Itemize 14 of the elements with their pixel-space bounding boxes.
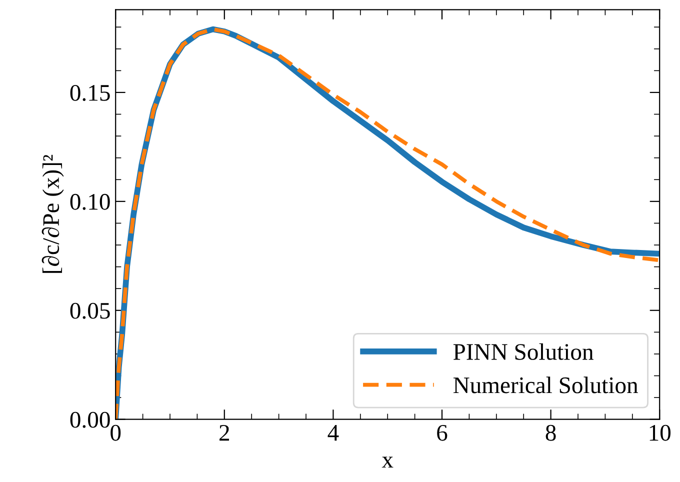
x-tick-label: 4 xyxy=(328,425,339,441)
y-axis-title: [∂c/∂Pe (x)]² xyxy=(42,154,64,273)
legend-label: Numerical Solution xyxy=(453,376,638,394)
x-tick-label: 2 xyxy=(220,424,229,441)
x-tick-label: 10 xyxy=(650,424,671,441)
y-tick-label: 0.00 xyxy=(70,412,110,428)
x-tick-label: 0 xyxy=(110,424,121,441)
x-tick-label: 6 xyxy=(437,424,448,441)
y-tick-label: 0.05 xyxy=(70,302,110,319)
x-axis-title: x xyxy=(382,456,394,468)
y-tick-label: 0.15 xyxy=(70,84,110,101)
legend-label: PINN Solution xyxy=(453,343,594,360)
y-tick-label: 0.10 xyxy=(70,194,110,210)
x-tick-label: 8 xyxy=(546,424,556,441)
